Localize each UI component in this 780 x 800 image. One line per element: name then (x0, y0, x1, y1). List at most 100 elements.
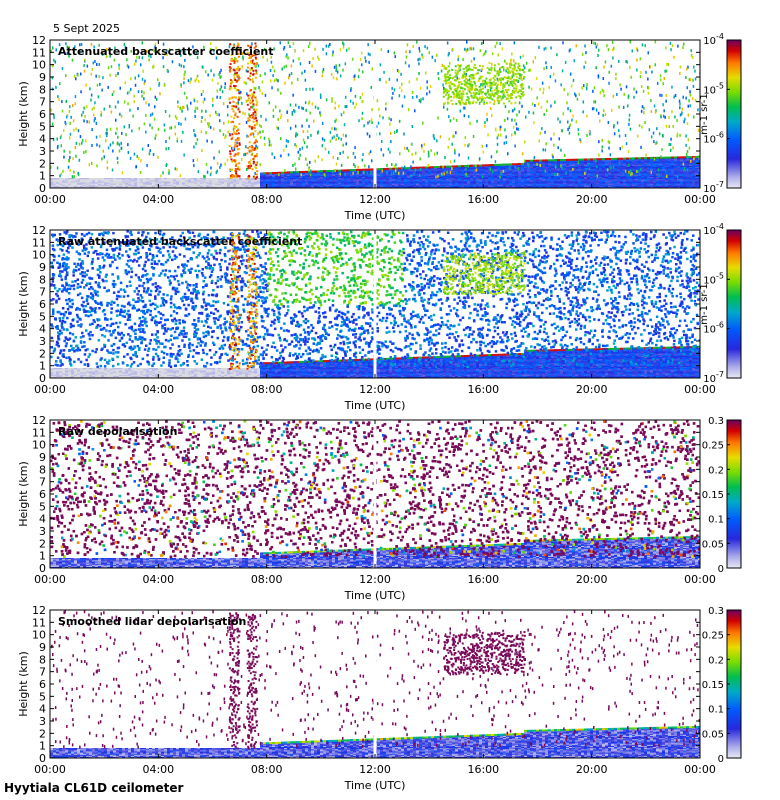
y-tick-label: 10 (32, 59, 46, 72)
y-tick-label: 3 (39, 525, 46, 538)
colorbar-tick-label: 0.15 (702, 680, 724, 691)
x-tick-label: 16:00 (467, 573, 499, 586)
y-tick-label: 4 (39, 513, 46, 526)
y-tick-label: 4 (39, 703, 46, 716)
x-tick-label: 20:00 (576, 383, 608, 396)
panel-title: Raw depolarisation (58, 425, 177, 438)
colorbar: 0 0.05 0.1 0.15 0.2 0.25 0.3 (702, 606, 742, 765)
x-tick-label: 20:00 (576, 193, 608, 206)
x-tick-label: 16:00 (467, 383, 499, 396)
y-tick-label: 9 (39, 261, 46, 274)
heatmap-area (50, 610, 700, 758)
data-gap (373, 230, 377, 378)
x-tick-label: 00:00 (34, 763, 66, 776)
y-tick-label: 3 (39, 145, 46, 158)
y-tick-label: 8 (39, 463, 46, 476)
y-tick-label: 12 (32, 604, 46, 617)
x-tick-label: 16:00 (467, 763, 499, 776)
x-tick-label: 12:00 (359, 383, 391, 396)
x-tick-label: 04:00 (142, 383, 174, 396)
colorbar-tick-label: 0.05 (702, 539, 724, 550)
y-tick-label: 6 (39, 678, 46, 691)
y-tick-label: 9 (39, 451, 46, 464)
y-tick-label: 1 (39, 360, 46, 373)
colorbar-tick-label: 0.3 (708, 606, 724, 617)
y-axis-label: Height (km) (17, 271, 30, 337)
x-tick-label: 00:00 (684, 573, 716, 586)
y-tick-label: 4 (39, 323, 46, 336)
x-tick-label: 12:00 (359, 193, 391, 206)
y-axis-label: Height (km) (17, 651, 30, 717)
y-axis-label: Height (km) (17, 461, 30, 527)
y-tick-label: 6 (39, 298, 46, 311)
x-axis-label: Time (UTC) (344, 779, 406, 792)
x-tick-label: 00:00 (34, 383, 66, 396)
y-tick-label: 11 (32, 426, 46, 439)
y-tick-label: 2 (39, 157, 46, 170)
y-tick-label: 6 (39, 488, 46, 501)
colorbar-tick-label: 0.2 (708, 655, 724, 666)
heatmap-area (50, 40, 700, 188)
colorbar-tick-label: 0 (718, 564, 724, 575)
y-tick-label: 1 (39, 740, 46, 753)
y-tick-label: 7 (39, 286, 46, 299)
y-tick-label: 12 (32, 34, 46, 47)
colorbar-tick-label: 0.3 (708, 416, 724, 427)
y-tick-label: 12 (32, 224, 46, 237)
x-tick-label: 12:00 (359, 763, 391, 776)
colorbar-tick-label: 10-4 (703, 32, 724, 47)
x-tick-label: 04:00 (142, 763, 174, 776)
colorbar-tick-label: 10-7 (703, 180, 724, 195)
colorbar-tick-label: 0.2 (708, 465, 724, 476)
data-gap (373, 610, 377, 758)
y-tick-label: 3 (39, 335, 46, 348)
panel-title: Raw attenuated backscatter coefficient (58, 235, 302, 248)
colorbar: 10-710-610-510-4m-1 sr-1 (699, 222, 742, 385)
colorbar-unit-label: m-1 sr-1 (699, 93, 710, 135)
colorbar: 10-710-610-510-4m-1 sr-1 (699, 32, 742, 195)
x-tick-label: 08:00 (251, 193, 283, 206)
x-axis-label: Time (UTC) (344, 209, 406, 222)
x-tick-label: 00:00 (684, 383, 716, 396)
x-tick-label: 20:00 (576, 573, 608, 586)
y-tick-label: 7 (39, 476, 46, 489)
colorbar-unit-label: m-1 sr-1 (699, 283, 710, 325)
x-tick-label: 20:00 (576, 763, 608, 776)
y-axis-label: Height (km) (17, 81, 30, 147)
heatmap-area (50, 230, 700, 378)
y-tick-label: 6 (39, 108, 46, 121)
y-tick-label: 7 (39, 96, 46, 109)
x-tick-label: 08:00 (251, 763, 283, 776)
colorbar-tick-label: 0 (718, 754, 724, 765)
y-tick-label: 3 (39, 715, 46, 728)
colorbar-tick-label: 0.25 (702, 631, 724, 642)
colorbar-tick-label: 0.1 (708, 705, 724, 716)
y-tick-label: 12 (32, 414, 46, 427)
y-tick-label: 0 (39, 182, 46, 195)
y-tick-label: 10 (32, 249, 46, 262)
x-tick-label: 00:00 (684, 193, 716, 206)
x-tick-label: 04:00 (142, 193, 174, 206)
y-tick-label: 8 (39, 273, 46, 286)
y-tick-label: 5 (39, 690, 46, 703)
panel-title: Attenuated backscatter coefficient (58, 45, 274, 58)
colorbar: 0 0.05 0.1 0.15 0.2 0.25 0.3 (702, 416, 742, 575)
date-label: 5 Sept 2025 (53, 22, 120, 35)
x-tick-label: 00:00 (34, 193, 66, 206)
colorbar-tick-label: 10-4 (703, 222, 724, 237)
x-tick-label: 16:00 (467, 193, 499, 206)
y-tick-label: 1 (39, 550, 46, 563)
colorbar-tick-label: 0.15 (702, 490, 724, 501)
x-tick-label: 04:00 (142, 573, 174, 586)
station-label: Hyytiala CL61D ceilometer (4, 781, 184, 795)
panel-title: Smoothed lidar depolarisation (58, 615, 246, 628)
x-tick-label: 08:00 (251, 383, 283, 396)
x-tick-label: 08:00 (251, 573, 283, 586)
y-tick-label: 8 (39, 83, 46, 96)
x-tick-label: 00:00 (684, 763, 716, 776)
